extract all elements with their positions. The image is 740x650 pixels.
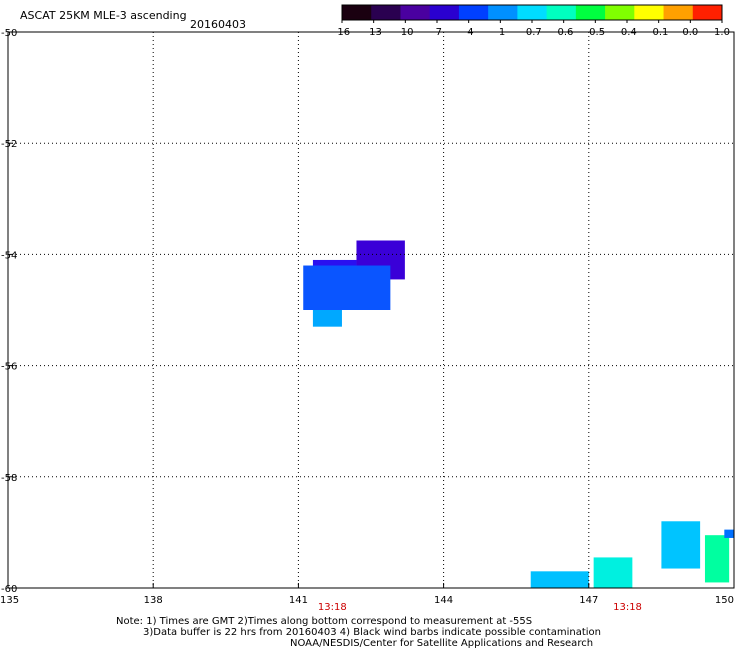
map-date: 20160403 bbox=[190, 18, 246, 31]
colorbar-swatch bbox=[342, 5, 372, 20]
swath-cell bbox=[724, 529, 734, 538]
colorbar-swatch bbox=[692, 5, 723, 20]
x-tick-labels: 135 138 141 144 147 150 bbox=[0, 595, 734, 606]
y-tick-label: -50 bbox=[1, 28, 17, 39]
swath-cell bbox=[593, 557, 633, 588]
colorbar-swatch bbox=[400, 5, 431, 20]
x-tick-label: 147 bbox=[579, 595, 598, 606]
plot-frame bbox=[7, 31, 735, 589]
x-tick-label: 150 bbox=[715, 595, 734, 606]
colorbar-swatch bbox=[458, 5, 489, 20]
y-tick-label: -54 bbox=[1, 250, 17, 261]
x-tick-label: 141 bbox=[289, 595, 308, 606]
y-tick-label: -60 bbox=[1, 584, 17, 595]
colorbar bbox=[341, 4, 723, 21]
y-tick-label: -56 bbox=[1, 362, 17, 373]
x-tick-label: 135 bbox=[0, 595, 19, 606]
colorbar-swatch bbox=[371, 5, 401, 20]
map-title: ASCAT 25KM MLE-3 ascending bbox=[20, 9, 187, 22]
swath-cell bbox=[704, 535, 730, 583]
time-label: 13:18 bbox=[318, 602, 347, 613]
colorbar-swatch bbox=[575, 5, 606, 20]
swath-cell bbox=[312, 310, 342, 327]
y-tick-label: -58 bbox=[1, 473, 17, 484]
colorbar-swatch bbox=[663, 5, 694, 20]
y-tick-labels: -50 -52 -54 -56 -58 -60 bbox=[1, 28, 17, 595]
time-labels: 13:18 13:18 bbox=[318, 602, 642, 613]
note-line-1: Note: 1) Times are GMT 2)Times along bot… bbox=[116, 616, 533, 627]
colorbar-swatch bbox=[546, 5, 577, 20]
x-tick-label: 144 bbox=[434, 595, 453, 606]
y-tick-label: -52 bbox=[1, 139, 17, 150]
swath-cell bbox=[530, 571, 589, 588]
colorbar-swatch bbox=[488, 5, 518, 20]
x-tick-label: 138 bbox=[144, 595, 163, 606]
colorbar-swatch bbox=[517, 5, 548, 20]
time-label: 13:18 bbox=[613, 602, 642, 613]
swath-data bbox=[303, 240, 734, 588]
swath-cell bbox=[661, 521, 701, 569]
swath-cell bbox=[303, 265, 391, 310]
colorbar-swatch bbox=[429, 5, 460, 20]
colorbar-labels: -16 -13 -10 -7 -4 -1 -0.7 -0.6 -0.5 -0.4 -0.1 0.0 1.… bbox=[334, 20, 730, 38]
colorbar-swatch bbox=[605, 5, 635, 20]
note-line-2: 3)Data buffer is 22 hrs from 20160403 4)… bbox=[143, 627, 601, 638]
note-line-3: NOAA/NESDIS/Center for Satellite Applica… bbox=[290, 638, 594, 649]
colorbar-swatch bbox=[634, 5, 665, 20]
